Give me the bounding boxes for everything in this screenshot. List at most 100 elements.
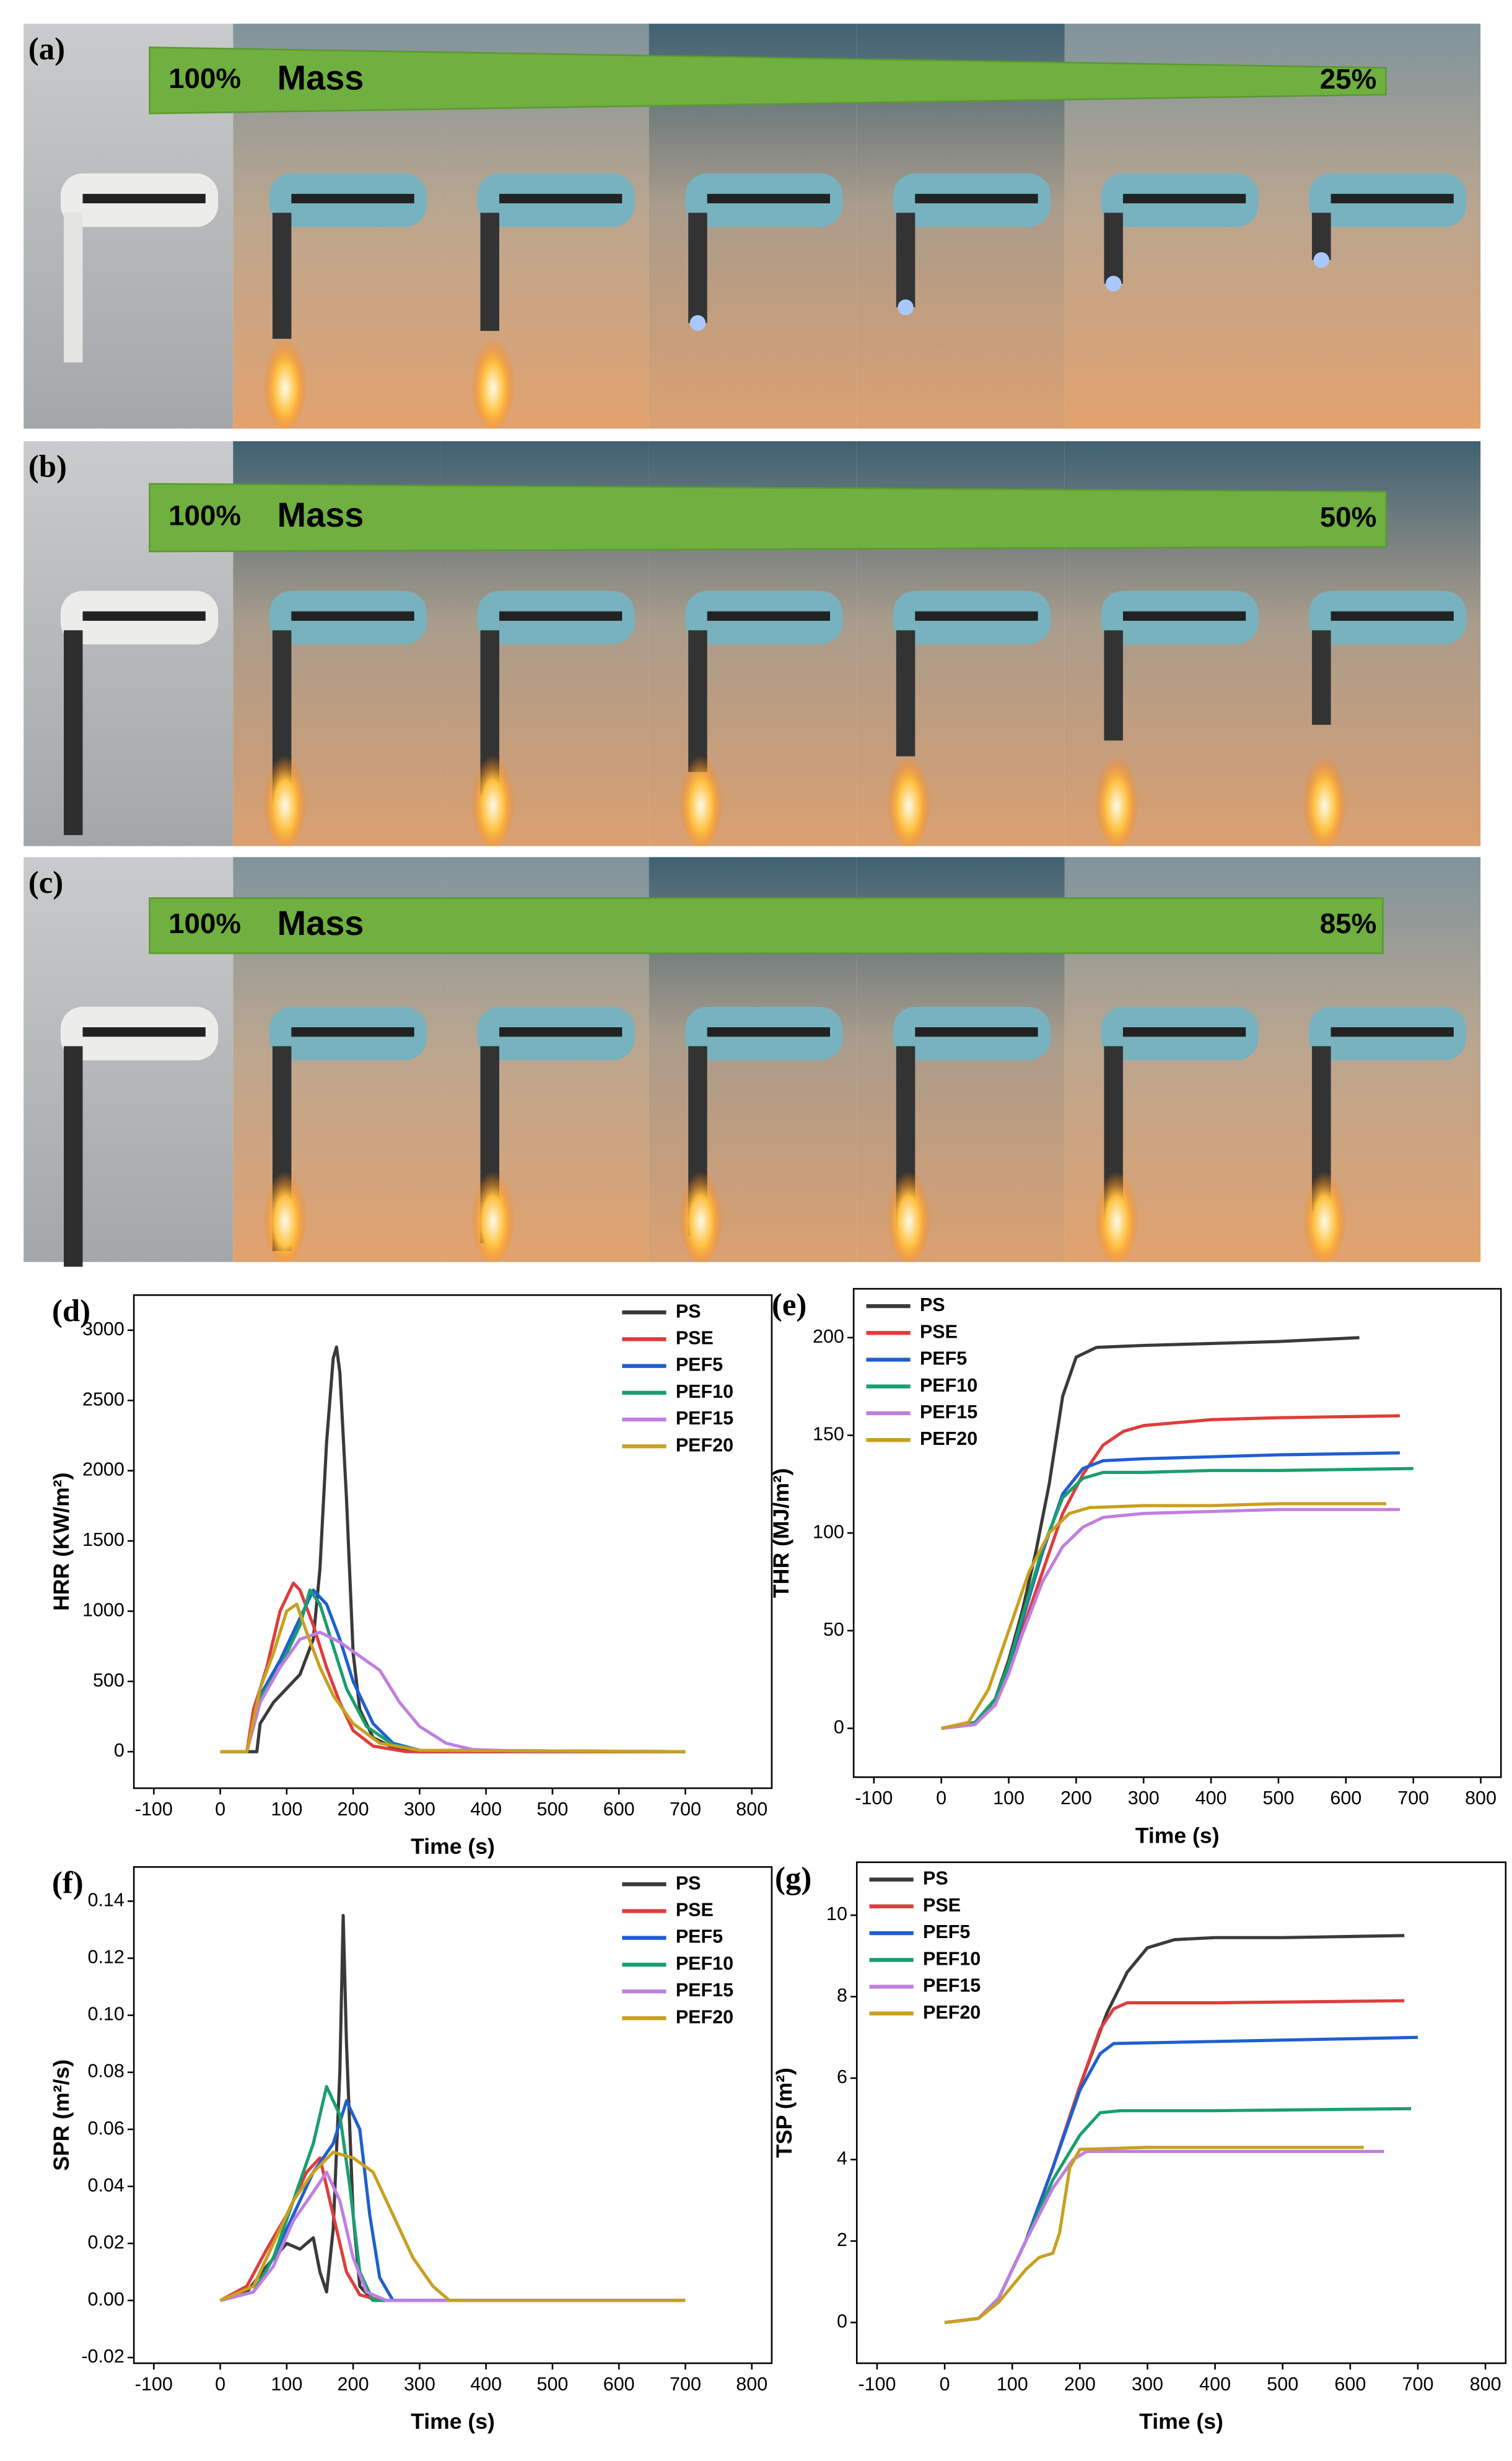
plot-frame (133, 1866, 773, 2364)
x-tick-label: 600 (1330, 1788, 1361, 1809)
sample-stick (1312, 630, 1331, 725)
flame (1302, 745, 1347, 846)
y-tick-label: 50 (823, 1619, 844, 1640)
hook-slot (915, 1027, 1038, 1037)
x-tick-label: 200 (1064, 2374, 1096, 2395)
flame (471, 1161, 515, 1262)
y-tick-label: 4 (837, 2148, 847, 2169)
sample-stick (480, 213, 500, 331)
mass-start: 100% (168, 908, 241, 939)
x-tick-label: 400 (470, 1799, 502, 1820)
hook-slot (1122, 193, 1246, 204)
flame (471, 745, 515, 846)
x-tick-label: 800 (736, 2374, 767, 2395)
x-tick-label: 200 (338, 1799, 369, 1820)
y-tick-label: 0 (834, 1717, 844, 1738)
flame (1313, 252, 1330, 268)
x-tick-label: 100 (997, 2374, 1028, 2395)
series-line (219, 2085, 686, 2302)
hook-slot (915, 193, 1038, 204)
x-tick-label: 500 (1267, 2374, 1298, 2395)
legend-label: PEF15 (923, 1975, 981, 1996)
series-line (941, 1507, 1400, 1731)
sample-stick (63, 1046, 83, 1267)
legend-label: PEF15 (920, 1402, 977, 1423)
hook-slot (707, 1027, 831, 1037)
x-tick-label: 600 (603, 1799, 635, 1820)
x-tick-label: 300 (1132, 2374, 1163, 2395)
flame (471, 328, 515, 429)
flame (1302, 1161, 1347, 1262)
x-tick-label: 700 (1397, 1788, 1429, 1809)
y-tick-label: 0.08 (87, 2061, 124, 2082)
x-tick-label: -100 (858, 2374, 896, 2395)
flame (689, 315, 706, 331)
y-tick-label: 0.12 (87, 1947, 124, 1968)
series-line (220, 1345, 686, 1753)
legend-label: PEF5 (676, 1926, 723, 1947)
panel-label: (g) (775, 1861, 811, 1895)
y-tick-label: 8 (837, 1985, 847, 2006)
y-tick-label: 0.06 (87, 2118, 124, 2139)
x-tick-label: 300 (404, 1799, 435, 1820)
x-axis-label: Time (s) (1139, 2409, 1223, 2434)
series-line (941, 1467, 1414, 1731)
series-line (220, 1602, 686, 1753)
y-tick-label: 200 (813, 1326, 844, 1347)
x-tick-label: 700 (670, 1799, 701, 1820)
y-tick-label: 3000 (82, 1318, 125, 1340)
sample-stick (272, 213, 292, 339)
x-tick-label: 800 (736, 1799, 767, 1820)
series-line (220, 1588, 686, 1753)
series-line (219, 1913, 686, 2302)
mass-end: 50% (1320, 501, 1377, 533)
x-tick-label: 800 (1470, 2374, 1501, 2395)
x-tick-label: 100 (271, 2374, 302, 2395)
mass-start: 100% (168, 500, 241, 532)
hook-slot (499, 611, 623, 621)
legend-label: PEF5 (920, 1348, 967, 1369)
legend-label: PSE (920, 1321, 958, 1342)
x-tick-label: 200 (1060, 1788, 1092, 1809)
y-axis-label: THR (MJ/m²) (769, 1468, 793, 1598)
x-tick-label: -100 (135, 1799, 173, 1820)
legend-label: PS (676, 1872, 701, 1893)
hook-slot (707, 611, 831, 621)
series-line (941, 1451, 1400, 1731)
y-tick-label: 0.00 (87, 2289, 124, 2310)
legend-label: PEF15 (676, 1980, 733, 2001)
y-axis-label: TSP (m²) (772, 2068, 797, 2158)
series-line (944, 1999, 1405, 2325)
y-tick-label: 2 (837, 2229, 847, 2250)
y-tick-label: -0.02 (81, 2346, 125, 2367)
hook-slot (1122, 611, 1246, 621)
legend-label: PEF5 (676, 1354, 723, 1375)
flame (678, 1161, 723, 1262)
mass-start: 100% (168, 63, 241, 94)
flame (1095, 745, 1139, 846)
hook-slot (499, 193, 623, 204)
hook-slot (1331, 193, 1454, 204)
x-tick-label: 100 (271, 1799, 302, 1820)
mass-word: Mass (277, 903, 364, 942)
mass-end: 25% (1320, 63, 1377, 95)
hook-slot (1331, 1027, 1454, 1037)
y-tick-label: 2000 (82, 1459, 125, 1480)
y-tick-label: 500 (93, 1670, 125, 1691)
flame (886, 745, 931, 846)
x-tick-label: -100 (135, 2374, 173, 2395)
legend-label: PEF20 (920, 1428, 977, 1449)
legend-label: PS (920, 1294, 945, 1315)
x-axis-label: Time (s) (1135, 1823, 1220, 1848)
y-tick-label: 2500 (82, 1388, 125, 1410)
hook-slot (1331, 611, 1454, 621)
flame (263, 745, 307, 846)
y-tick-label: 0.04 (87, 2175, 124, 2196)
x-tick-label: 0 (940, 2374, 950, 2395)
x-tick-label: 300 (404, 2374, 435, 2395)
hook-slot (291, 193, 414, 204)
y-tick-label: 0.02 (87, 2232, 124, 2253)
x-tick-label: 700 (670, 2374, 701, 2395)
y-tick-label: 6 (837, 2066, 847, 2087)
y-tick-label: 10 (826, 1903, 847, 1924)
